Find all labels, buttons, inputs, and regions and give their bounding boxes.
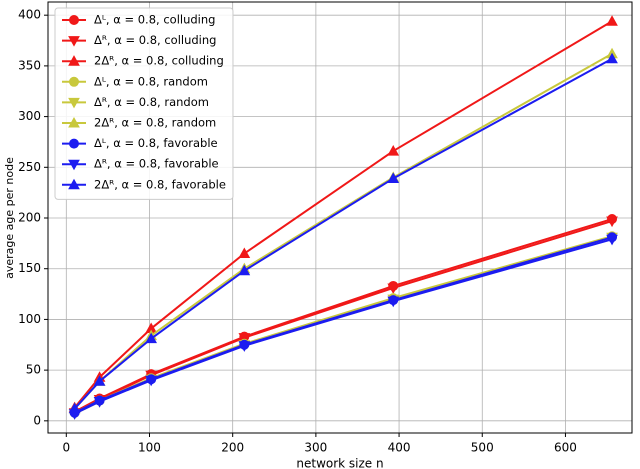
- marker: [68, 116, 80, 128]
- marker: [606, 216, 618, 228]
- marker: [68, 97, 80, 109]
- legend-label: 2Δᴿ, α = 0.8, random: [94, 116, 216, 130]
- y-tick-label: 100: [18, 312, 41, 326]
- legend-label: 2Δᴿ, α = 0.8, favorable: [94, 177, 226, 191]
- legend-label: Δᴸ, α = 0.8, colluding: [94, 13, 215, 27]
- y-tick-label: 200: [18, 211, 41, 225]
- marker: [68, 55, 80, 66]
- y-tick-label: 400: [18, 8, 41, 22]
- marker: [69, 15, 79, 25]
- x-tick-label: 400: [388, 441, 411, 455]
- x-axis-label: network size n: [296, 457, 383, 469]
- plot-frame: [47, 1, 633, 434]
- marker: [68, 178, 80, 190]
- legend-box: [54, 7, 234, 200]
- legend-label: Δᴸ, α = 0.8, random: [94, 74, 208, 88]
- y-tick-label: 50: [26, 363, 41, 377]
- legend-label: Δᴿ, α = 0.8, random: [94, 95, 209, 109]
- legend-label: Δᴸ, α = 0.8, favorable: [94, 136, 218, 150]
- marker: [238, 333, 251, 344]
- x-tick-label: 200: [221, 441, 244, 455]
- x-tick-label: 300: [304, 441, 327, 455]
- marker: [387, 172, 400, 183]
- marker: [387, 296, 400, 308]
- y-axis-label: average age per node: [3, 157, 16, 279]
- marker: [68, 402, 81, 414]
- y-tick-label: 300: [18, 109, 41, 123]
- legend-label: Δᴿ, α = 0.8, favorable: [94, 157, 219, 171]
- marker: [606, 15, 618, 26]
- marker: [68, 36, 80, 47]
- marker: [238, 264, 251, 276]
- legend: Δᴸ, α = 0.8, colluding Δᴿ, α = 0.8, collu…: [54, 7, 234, 200]
- marker: [387, 145, 400, 156]
- legend-label: Δᴿ, α = 0.8, colluding: [94, 33, 216, 47]
- y-tick-label: 0: [33, 413, 41, 427]
- series-line: [73, 57, 613, 410]
- y-tick-label: 150: [18, 261, 41, 275]
- x-tick-label: 100: [138, 441, 161, 455]
- marker: [69, 76, 79, 87]
- series-line: [74, 238, 613, 415]
- marker: [68, 159, 80, 171]
- marker: [93, 375, 106, 386]
- x-tick-label: 600: [554, 441, 577, 455]
- marker: [606, 52, 618, 64]
- y-tick-label: 250: [18, 160, 41, 174]
- legend-label: 2Δᴿ, α = 0.8, colluding: [94, 54, 224, 68]
- marker: [606, 234, 618, 246]
- x-tick-label: 0: [62, 441, 70, 455]
- marker: [238, 341, 251, 352]
- marker: [69, 138, 79, 149]
- y-tick-label: 350: [18, 58, 41, 72]
- marker: [238, 247, 251, 259]
- x-tick-label: 500: [471, 441, 494, 455]
- marker: [93, 397, 106, 408]
- marker: [145, 332, 158, 344]
- series-line: [73, 20, 613, 409]
- marker: [387, 283, 400, 295]
- marker: [145, 375, 158, 387]
